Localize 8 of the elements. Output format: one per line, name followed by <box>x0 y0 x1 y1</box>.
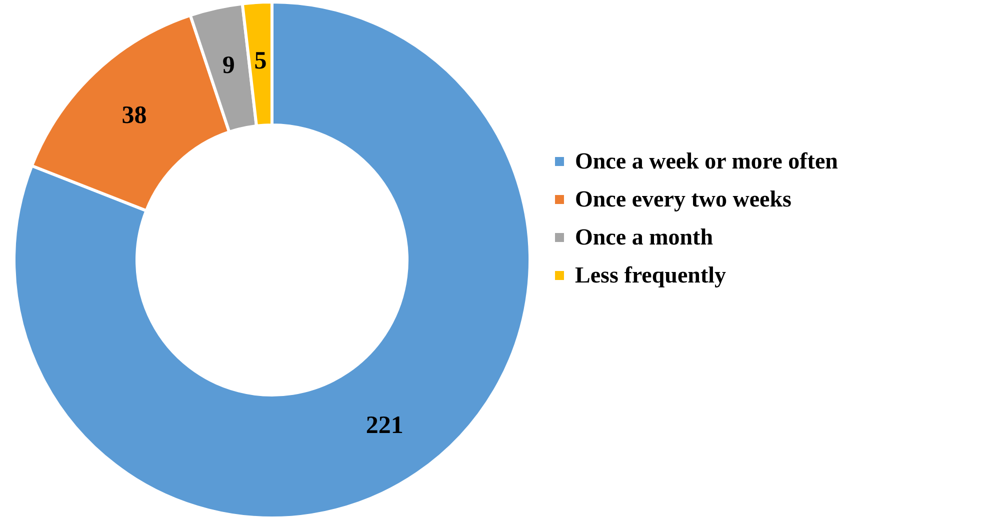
legend-label: Once a week or more often <box>575 148 838 174</box>
data-label: 38 <box>122 102 147 129</box>
legend-label: Less frequently <box>575 262 726 288</box>
data-label: 221 <box>366 412 404 440</box>
data-label: 5 <box>254 47 267 74</box>
legend-label: Once every two weeks <box>575 186 792 212</box>
legend-label: Once a month <box>575 224 714 250</box>
data-label: 9 <box>222 52 235 79</box>
